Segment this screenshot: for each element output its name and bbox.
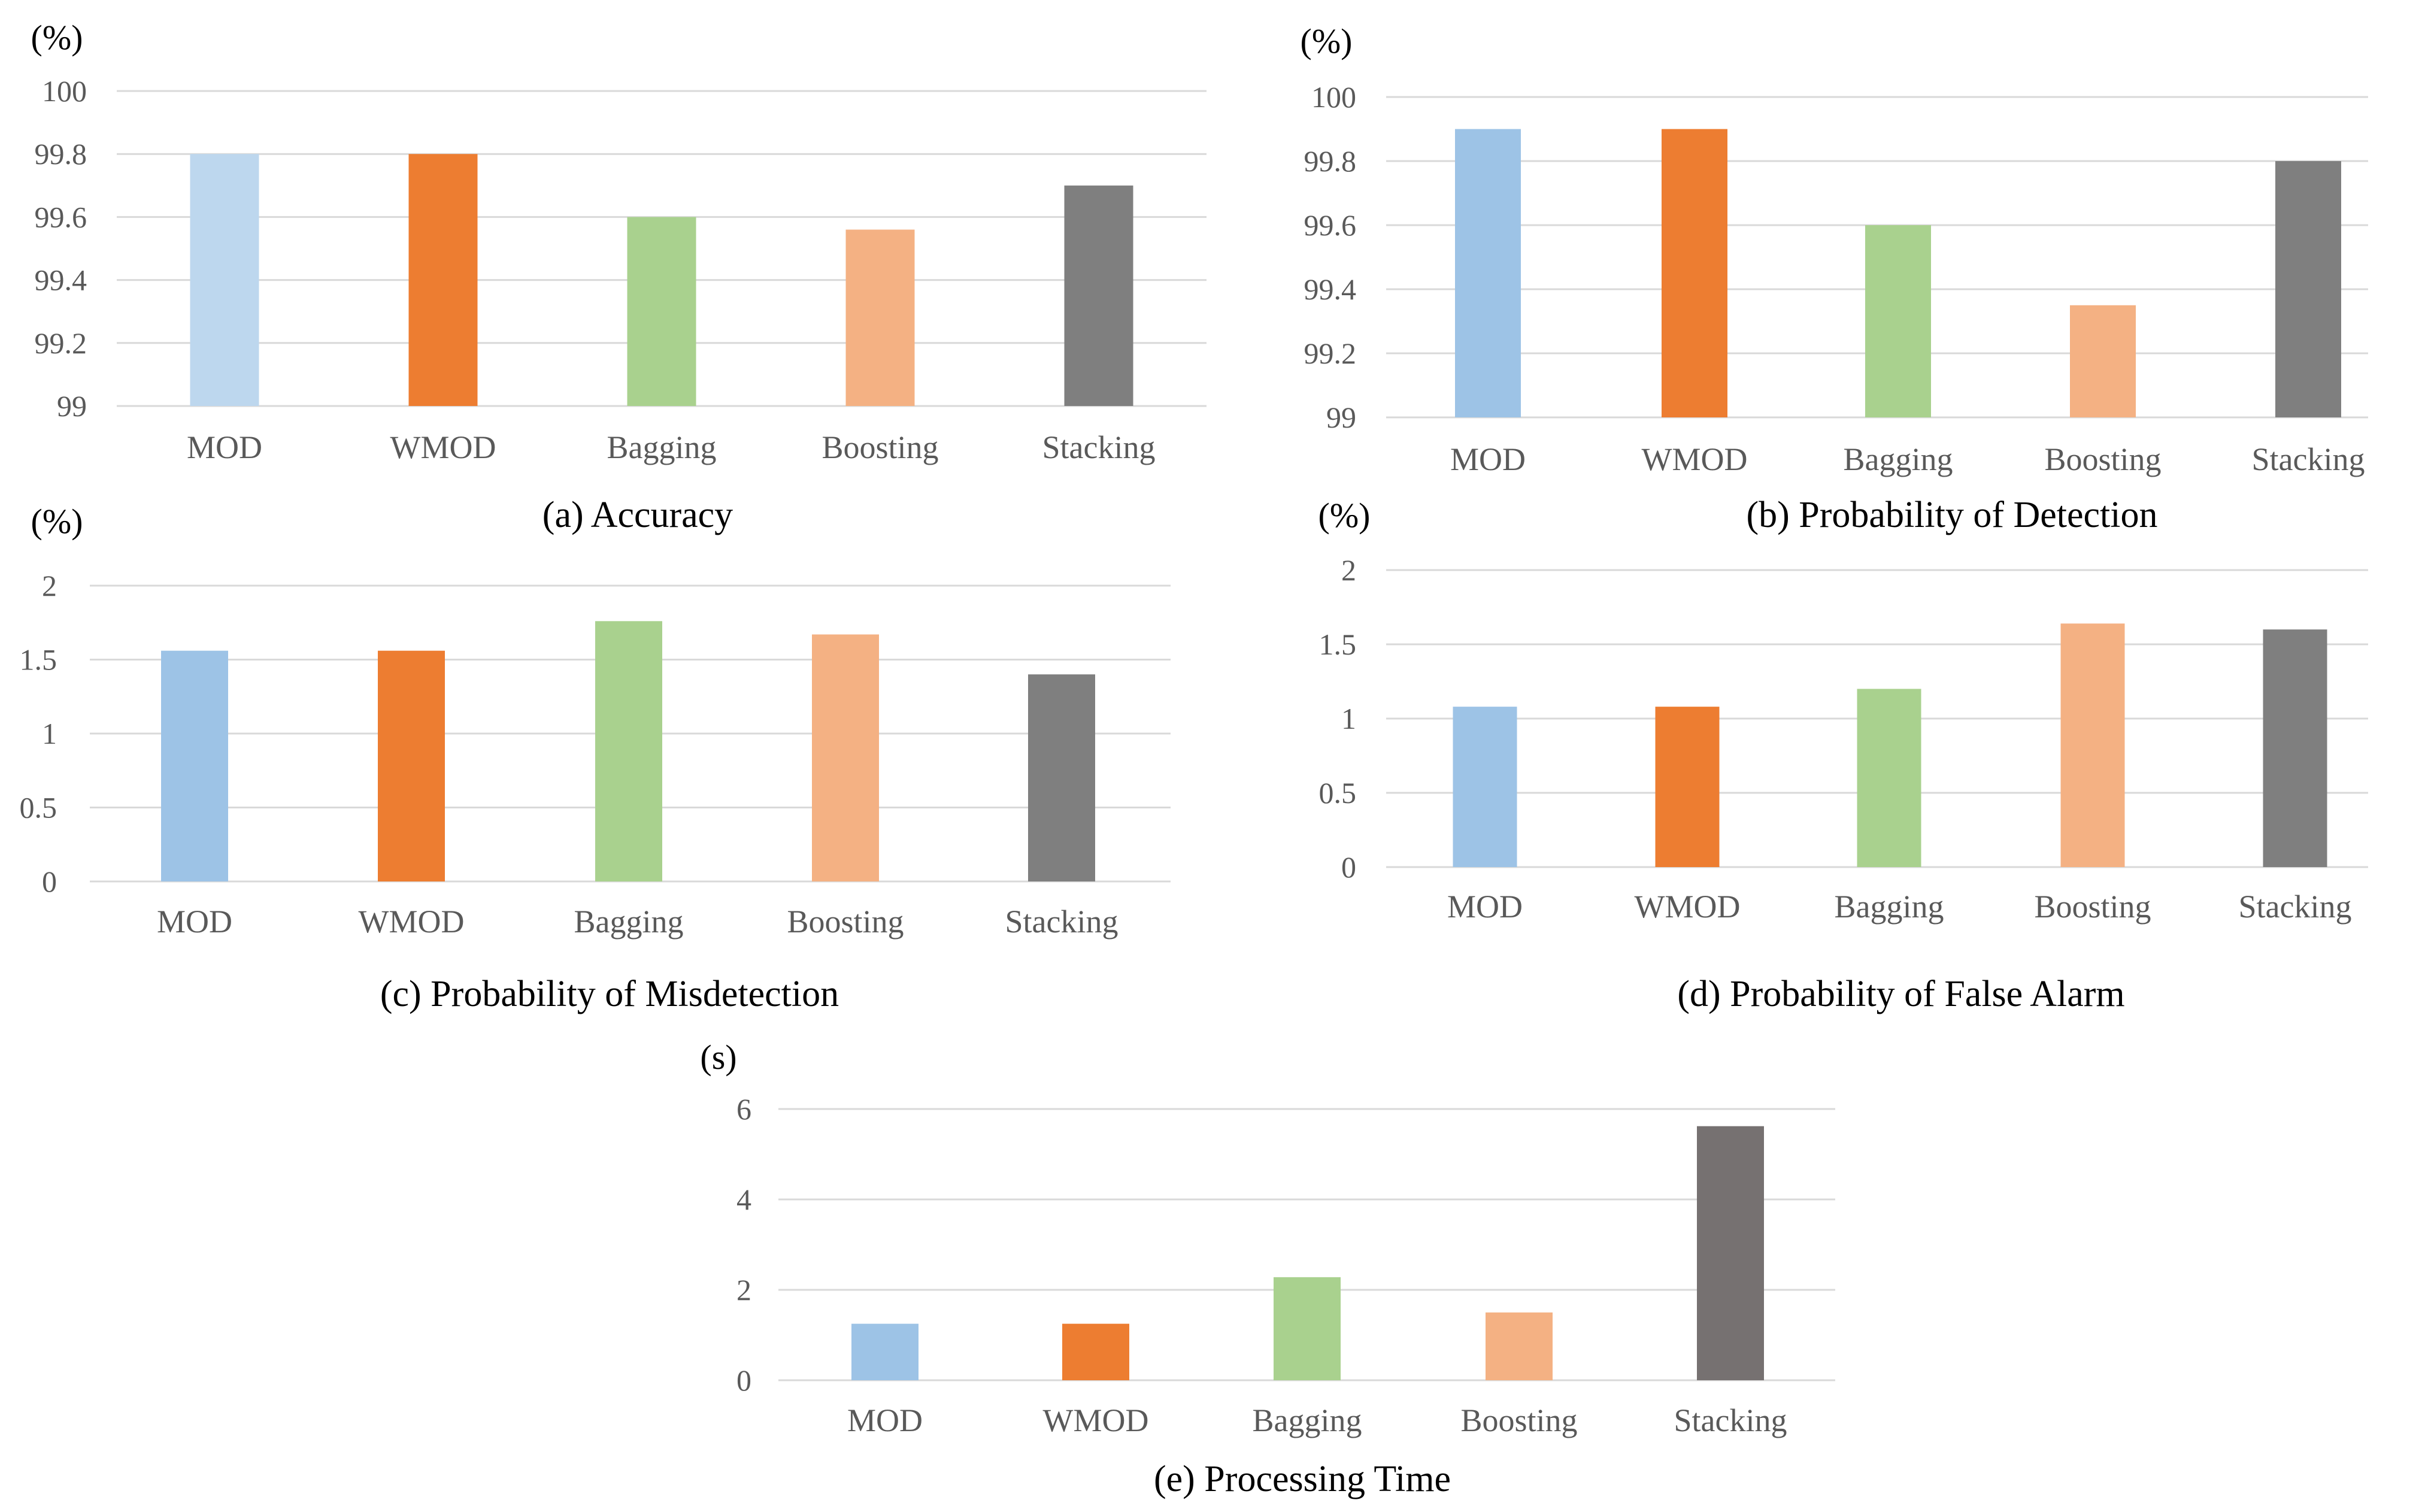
y-tick-label: 1 [1341, 702, 1356, 735]
bar-bagging [1857, 689, 1921, 867]
y-tick-label: 99.2 [1304, 337, 1357, 370]
bar-stacking [1064, 185, 1133, 406]
x-tick-label: Bagging [607, 429, 717, 465]
chart-title: (b) Probability of Detection [1747, 495, 2158, 535]
y-tick-label: 99.6 [1304, 208, 1357, 242]
bar-mod [851, 1323, 919, 1380]
x-tick-label: MOD [847, 1402, 923, 1438]
y-axis-unit: (%) [1301, 22, 1353, 60]
y-tick-label: 2 [1341, 553, 1356, 587]
bar-mod [1455, 129, 1521, 417]
x-tick-label: Boosting [822, 429, 938, 465]
bar-mod [1453, 707, 1517, 867]
y-tick-label: 100 [1311, 80, 1356, 114]
x-tick-label: WMOD [1635, 889, 1741, 925]
bar-boosting [1486, 1312, 1553, 1380]
chart-e: 0 2 4 6 MOD WMOD Bagging Boosting Stacking (s) (e)… [700, 1038, 1835, 1499]
y-tick-label: 0 [42, 865, 57, 898]
y-tick-label: 99.8 [35, 137, 87, 171]
y-axis-unit: (s) [700, 1038, 736, 1077]
x-tick-label: Bagging [1844, 441, 1953, 477]
y-tick-label: 99.4 [1304, 272, 1357, 306]
y-tick-label: 2 [42, 569, 57, 602]
chart-title: (c) Probability of Misdetection [380, 974, 839, 1014]
bar-boosting [845, 229, 915, 406]
chart-title: (e) Processing Time [1154, 1459, 1451, 1499]
x-tick-label: Boosting [2044, 441, 2161, 477]
y-tick-label: 99 [57, 389, 87, 423]
bar-wmod [408, 154, 478, 406]
bar-wmod [1655, 707, 1720, 867]
bar-boosting [812, 634, 879, 881]
chart-b: 99 99.2 99.4 99.6 99.8 100 MOD WMOD Bagging Boost… [1301, 22, 2368, 535]
bar-bagging [595, 621, 662, 881]
x-tick-label: MOD [157, 904, 232, 940]
chart-title: (a) Accuracy [542, 495, 733, 535]
bar-mod [190, 154, 259, 406]
x-tick-label: Bagging [1253, 1402, 1362, 1438]
x-tick-label: WMOD [359, 904, 465, 940]
bar-bagging [1274, 1277, 1341, 1380]
y-tick-label: 1.5 [1319, 628, 1357, 661]
y-tick-label: 0 [1341, 850, 1356, 884]
bar-wmod [1662, 129, 1727, 417]
x-tick-label: Stacking [2239, 889, 2352, 925]
y-tick-label: 99.6 [35, 200, 87, 234]
x-tick-label: MOD [1450, 441, 1526, 477]
y-tick-label: 100 [42, 74, 87, 108]
bar-wmod [1062, 1323, 1129, 1380]
y-tick-label: 4 [736, 1183, 751, 1216]
y-tick-label: 99.8 [1304, 144, 1357, 178]
chart-title: (d) Probability of False Alarm [1677, 974, 2124, 1014]
x-tick-label: Stacking [1042, 429, 1156, 465]
y-tick-label: 1.5 [20, 643, 57, 677]
x-tick-label: Stacking [2252, 441, 2365, 477]
x-tick-label: WMOD [1043, 1402, 1149, 1438]
x-tick-label: Stacking [1005, 904, 1118, 940]
y-tick-label: 0.5 [1319, 776, 1357, 810]
y-axis-unit: (%) [31, 502, 83, 541]
bar-bagging [1865, 225, 1931, 417]
chart-c: 0 0.5 1 1.5 2 MOD WMOD Bagging Boosting Stacking (… [20, 502, 1171, 1014]
bar-bagging [627, 217, 696, 406]
x-tick-label: WMOD [390, 429, 496, 465]
x-tick-label: Bagging [1835, 889, 1944, 925]
bar-boosting [2060, 623, 2125, 867]
x-tick-label: Bagging [574, 904, 684, 940]
bar-stacking [2275, 161, 2341, 417]
x-tick-label: WMOD [1642, 441, 1748, 477]
y-tick-label: 2 [736, 1273, 751, 1307]
y-axis-unit: (%) [1318, 496, 1371, 535]
bar-boosting [2070, 305, 2136, 417]
y-axis-unit: (%) [31, 18, 83, 57]
bar-mod [161, 650, 228, 881]
y-tick-label: 99 [1326, 401, 1356, 434]
x-tick-label: Boosting [787, 904, 904, 940]
x-tick-label: Boosting [1460, 1402, 1577, 1438]
x-tick-label: MOD [187, 429, 262, 465]
bar-stacking [1028, 674, 1095, 881]
y-tick-label: 0 [736, 1363, 751, 1397]
y-tick-label: 6 [736, 1092, 751, 1126]
y-tick-label: 1 [42, 717, 57, 750]
bar-wmod [378, 650, 445, 881]
bar-stacking [2263, 629, 2327, 867]
y-tick-label: 99.4 [35, 263, 87, 297]
bar-stacking [1697, 1126, 1764, 1380]
chart-a: 99 99.2 99.4 99.6 99.8 100 MOD WMOD Bagging Boost… [31, 18, 1207, 535]
x-tick-label: MOD [1447, 889, 1523, 925]
y-tick-label: 99.2 [35, 326, 87, 360]
chart-d: 0 0.5 1 1.5 2 MOD WMOD Bagging Boosting Stacking (… [1318, 496, 2368, 1014]
x-tick-label: Boosting [2034, 889, 2151, 925]
y-tick-label: 0.5 [20, 791, 57, 825]
x-tick-label: Stacking [1674, 1402, 1787, 1438]
